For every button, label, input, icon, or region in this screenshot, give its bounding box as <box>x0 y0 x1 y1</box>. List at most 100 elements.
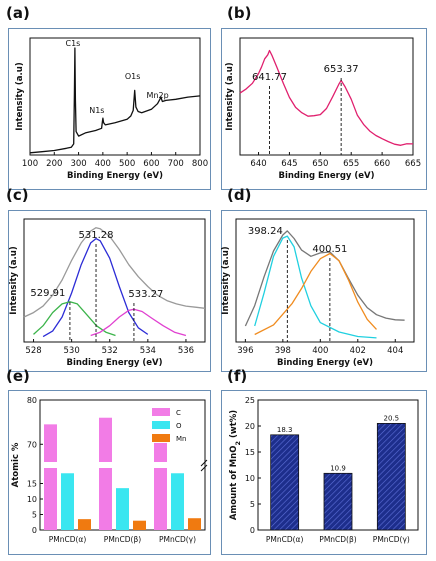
x-tick-label-a: 300 <box>70 159 86 169</box>
plot-area-d <box>235 218 415 343</box>
peak-annotation-a: N1s <box>89 106 104 115</box>
panel-label-a: (a) <box>6 4 30 22</box>
panel-d-frame <box>221 210 427 372</box>
plot-area-c <box>23 218 206 343</box>
axis-break-band-e <box>41 462 204 468</box>
panel-label-e: (e) <box>6 367 30 385</box>
x-tick-label-c: 530 <box>64 346 80 356</box>
panel-label-f: (f) <box>227 367 248 385</box>
peak-label-b: 653.37 <box>324 64 359 75</box>
bar-f <box>323 472 353 531</box>
bar-e-C <box>99 417 112 530</box>
bar-e-O <box>61 473 74 530</box>
axis-break-mark-e <box>200 459 208 472</box>
x-tick-label-e: PMnCD(α) <box>49 535 87 544</box>
x-tick-label-b: 650 <box>312 159 328 169</box>
plot-area-a <box>29 37 201 156</box>
panel-a-frame <box>8 28 211 190</box>
legend-label-e-O: O <box>176 422 182 430</box>
x-tick-label-e: PMnCD(β) <box>104 535 141 544</box>
peak-label-b: 641.77 <box>252 72 287 83</box>
bar-e-Mn <box>133 520 146 530</box>
legend-swatch-e-C <box>152 408 170 416</box>
y-tick-label-e: 0 <box>32 526 37 535</box>
bar-e-O <box>116 488 129 530</box>
y-axis-label-f-suffix: (wt%) <box>229 410 239 441</box>
x-tick-label-a: 400 <box>95 159 111 169</box>
y-tick-label-f: 10 <box>245 474 255 483</box>
y-tick-label-e: 10 <box>27 495 37 504</box>
x-tick-label-c: 536 <box>178 346 194 356</box>
peak-annotation-a: Mn2p <box>147 91 169 100</box>
x-tick-label-a: 500 <box>119 159 135 169</box>
x-tick-label-f: PMnCD(β) <box>319 535 356 544</box>
peak-annotation-a: O1s <box>125 72 141 81</box>
peak-annotation-a: C1s <box>66 39 81 48</box>
series-line-c-0 <box>23 227 206 318</box>
y-tick-label-f: 5 <box>250 500 255 509</box>
x-axis-label-d: Binding Energy (eV) <box>277 358 373 368</box>
y-axis-label-f-subscript: 2 <box>234 441 242 446</box>
y-tick-label-e: 5 <box>32 511 37 520</box>
x-axis-label-a: Binding Energy (eV) <box>67 171 163 181</box>
bar-e-C <box>154 442 167 530</box>
x-tick-label-d: 398 <box>275 346 291 356</box>
x-tick-label-a: 600 <box>143 159 159 169</box>
panel-label-c: (c) <box>6 186 29 204</box>
x-tick-label-b: 665 <box>405 159 421 169</box>
x-tick-label-c: 534 <box>140 346 156 356</box>
series-line-d-2 <box>254 252 377 336</box>
x-tick-label-d: 396 <box>237 346 253 356</box>
y-axis-label-b: Intensity (a.u) <box>225 62 235 131</box>
y-axis-label-f-main: Amount of MnO <box>229 446 239 521</box>
y-tick-label-f: 0 <box>250 526 255 535</box>
bar-value-label-f: 10.9 <box>330 464 346 472</box>
legend-swatch-e-O <box>152 421 170 429</box>
y-axis-label-f: Amount of MnO2 (wt%) <box>229 410 242 520</box>
legend-label-e-Mn: Mn <box>176 435 186 443</box>
bar-value-label-f: 20.5 <box>384 414 400 422</box>
plot-area-b <box>239 37 414 156</box>
x-tick-label-a: 700 <box>168 159 184 169</box>
bar-f <box>376 422 406 531</box>
x-tick-label-d: 402 <box>350 346 366 356</box>
x-tick-label-a: 100 <box>22 159 38 169</box>
bar-f <box>270 434 300 531</box>
legend-swatch-e-Mn <box>152 434 170 442</box>
y-tick-label-f: 25 <box>245 396 255 405</box>
legend-label-e-C: C <box>176 409 181 417</box>
series-line-b-0 <box>239 49 414 146</box>
y-axis-label-a: Intensity (a.u) <box>15 62 25 131</box>
x-tick-label-b: 655 <box>343 159 359 169</box>
x-axis-label-b: Binding Energy (eV) <box>278 171 374 181</box>
panel-label-b: (b) <box>227 4 252 22</box>
series-line-c-1 <box>42 237 149 338</box>
peak-label-c: 529.91 <box>30 288 65 299</box>
x-tick-label-a: 800 <box>192 159 208 169</box>
y-axis-label-e: Atomic % <box>11 442 21 487</box>
bar-value-label-f: 18.3 <box>277 426 293 434</box>
panel-b-frame <box>221 28 427 190</box>
x-tick-label-c: 532 <box>102 346 118 356</box>
y-tick-label-f: 15 <box>245 448 255 457</box>
y-tick-label-e: 80 <box>27 396 37 405</box>
x-tick-label-b: 660 <box>374 159 390 169</box>
x-axis-label-c: Binding Energy (eV) <box>66 358 162 368</box>
y-axis-label-c: Intensity (a.u) <box>9 246 19 315</box>
y-tick-label-e: 70 <box>27 440 37 449</box>
y-tick-label-e: 15 <box>27 480 37 489</box>
peak-label-c: 531.28 <box>79 230 114 241</box>
y-axis-label-d: Intensity (a.u) <box>221 246 231 315</box>
x-tick-label-b: 645 <box>281 159 297 169</box>
x-tick-label-e: PMnCD(γ) <box>159 535 196 544</box>
peak-label-c: 533.27 <box>128 289 163 300</box>
panel-label-d: (d) <box>227 186 252 204</box>
bar-e-Mn <box>78 519 91 530</box>
series-line-c-2 <box>33 301 116 337</box>
series-line-d-0 <box>244 230 405 327</box>
y-tick-label-f: 20 <box>245 422 255 431</box>
x-tick-label-c: 528 <box>25 346 41 356</box>
bar-e-C <box>44 424 57 530</box>
x-tick-label-d: 404 <box>387 346 403 356</box>
